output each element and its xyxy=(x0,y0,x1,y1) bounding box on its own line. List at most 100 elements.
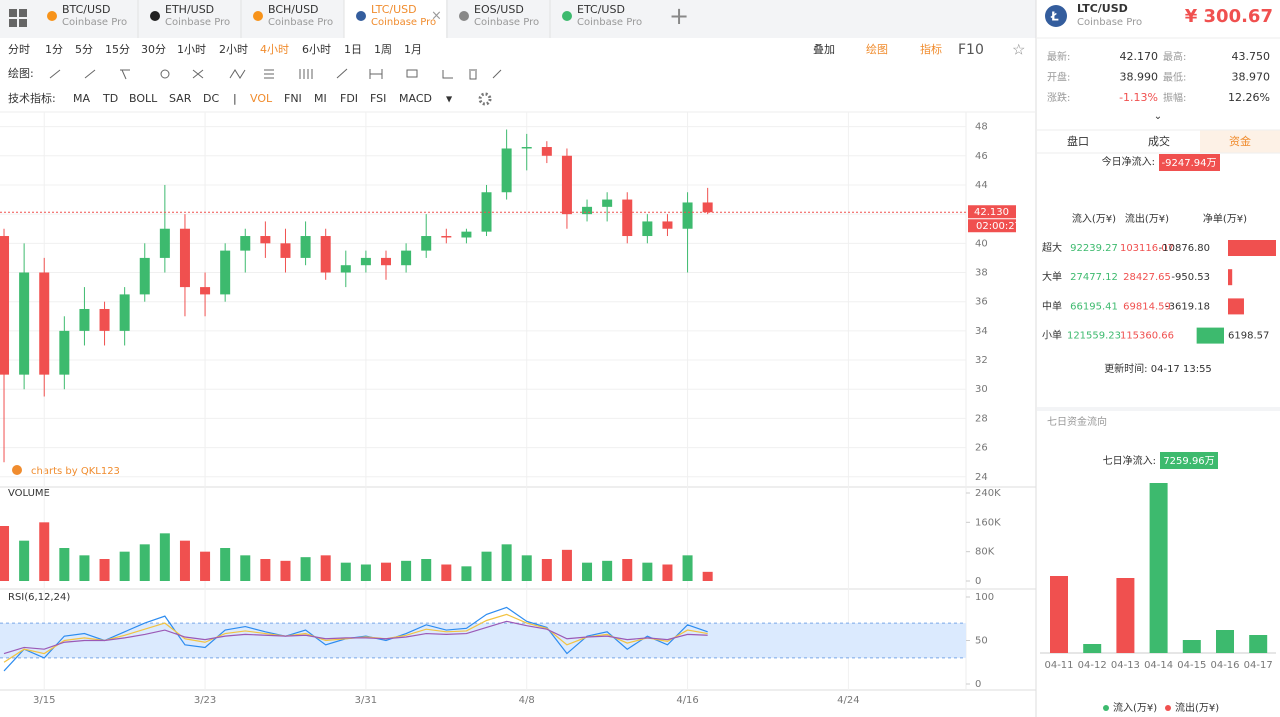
y-tick-label: 26 xyxy=(975,443,988,454)
interval[interactable]: 1月 xyxy=(404,43,422,56)
net-label: -950.53 xyxy=(1171,272,1210,283)
interval[interactable]: 2小时 xyxy=(219,43,248,56)
volume-bar xyxy=(280,560,291,581)
settings-icon[interactable] xyxy=(478,92,492,106)
interval[interactable]: 4小时 xyxy=(260,43,289,56)
add-tab[interactable]: + xyxy=(669,2,689,30)
indicator[interactable]: SAR xyxy=(169,92,192,105)
interval[interactable]: 1小时 xyxy=(177,43,206,56)
indicator-btn[interactable]: 指标 xyxy=(920,42,942,56)
candle-body xyxy=(159,228,170,258)
volume-bar xyxy=(682,555,693,581)
flow-bar xyxy=(1116,578,1135,653)
draw-tools[interactable] xyxy=(49,68,502,80)
indicator[interactable]: MI xyxy=(314,92,327,105)
interval[interactable]: 5分 xyxy=(75,43,93,56)
logo xyxy=(12,465,22,475)
volume-bar xyxy=(602,560,613,581)
candle-body xyxy=(0,236,10,375)
indicator[interactable]: MACD xyxy=(399,92,432,105)
interval[interactable]: 6小时 xyxy=(302,43,331,56)
draw-btn[interactable]: 绘图 xyxy=(866,42,888,56)
f10-btn[interactable]: F10 xyxy=(958,42,984,58)
indicator[interactable]: TD xyxy=(102,92,118,105)
stat-value: -1.13% xyxy=(1119,91,1158,104)
candle-body xyxy=(461,231,472,238)
interval[interactable]: 15分 xyxy=(105,43,130,56)
volume-bar xyxy=(159,533,170,581)
tab-exchange[interactable]: Coinbase Pro xyxy=(371,17,436,28)
row-name: 超大 xyxy=(1042,241,1062,254)
seven-label: 七日净流入: xyxy=(1103,454,1156,467)
interval[interactable]: 1周 xyxy=(374,43,392,56)
active-panel-tab[interactable] xyxy=(1200,130,1280,153)
volume-bar xyxy=(582,562,593,581)
tab-exchange[interactable]: Coinbase Pro xyxy=(577,17,642,28)
volume-bar xyxy=(702,571,713,581)
legend-label: 流出(万¥) xyxy=(1175,701,1219,714)
flow-bar xyxy=(1083,644,1102,653)
x-tick-label: 04-16 xyxy=(1210,660,1239,671)
interval[interactable]: 分时 xyxy=(8,43,30,56)
stat-label: 振幅: xyxy=(1163,91,1186,104)
close-tab[interactable]: × xyxy=(431,9,442,24)
flow-bar xyxy=(1249,635,1268,653)
tab-pair[interactable]: ETH/USD xyxy=(165,3,214,16)
volume-bar xyxy=(99,559,110,581)
panel-tab[interactable]: 资金 xyxy=(1229,134,1251,148)
tab-exchange[interactable]: Coinbase Pro xyxy=(474,17,539,28)
x-tick-label: 04-13 xyxy=(1111,660,1140,671)
tab-pair[interactable]: ETC/USD xyxy=(577,3,625,16)
indicator[interactable]: MA xyxy=(73,92,90,105)
net-bar xyxy=(1228,240,1276,256)
tab-pair[interactable]: EOS/USD xyxy=(474,3,524,16)
outflow: 115360.66 xyxy=(1120,331,1174,342)
tab-exchange[interactable]: Coinbase Pro xyxy=(165,17,230,28)
legend-dot xyxy=(1165,705,1171,711)
indicator[interactable]: FNI xyxy=(284,92,302,105)
interval[interactable]: 30分 xyxy=(141,43,166,56)
indicator[interactable]: VOL xyxy=(250,92,273,105)
tab-pair[interactable]: BTC/USD xyxy=(62,3,111,16)
coin-icon xyxy=(1045,5,1067,27)
candle-body xyxy=(179,228,190,288)
indicator[interactable]: FSI xyxy=(370,92,386,105)
tab-exchange[interactable]: Coinbase Pro xyxy=(62,17,127,28)
coin-icon xyxy=(562,11,572,21)
star-btn[interactable]: ☆ xyxy=(1012,41,1025,59)
indicator[interactable]: FDI xyxy=(340,92,358,105)
candle-body xyxy=(521,147,532,149)
indicator[interactable]: BOLL xyxy=(129,92,158,105)
candle-body xyxy=(441,236,452,238)
last-price-box xyxy=(968,205,1016,219)
volume-bar xyxy=(320,555,331,581)
candle-body xyxy=(200,287,211,295)
indicator[interactable]: DC xyxy=(203,92,219,105)
panel-tab[interactable]: 盘口 xyxy=(1067,134,1089,148)
interval[interactable]: 1日 xyxy=(344,43,362,56)
grid-icon[interactable] xyxy=(9,9,27,27)
row-name: 小单 xyxy=(1042,330,1062,342)
stat-value: 38.970 xyxy=(1232,71,1271,84)
seven-title: 七日资金流向 xyxy=(1047,415,1107,428)
expand[interactable]: ⌄ xyxy=(1154,111,1162,122)
y-tick-label: 36 xyxy=(975,297,988,308)
volume-bar xyxy=(421,559,432,581)
column-header: 流出(万¥) xyxy=(1125,212,1169,225)
candle-body xyxy=(561,155,572,215)
candle-body xyxy=(220,250,231,295)
y-tick-label: 100 xyxy=(975,592,994,603)
volume-bar xyxy=(39,522,50,581)
x-tick-label: 4/16 xyxy=(676,695,698,706)
y-tick-label: 160K xyxy=(975,517,1001,528)
tab-pair[interactable]: BCH/USD xyxy=(268,3,319,16)
more[interactable]: ▼ xyxy=(446,95,453,104)
candle-body xyxy=(19,272,30,375)
panel-tab[interactable]: 成交 xyxy=(1148,134,1170,148)
tab-exchange[interactable]: Coinbase Pro xyxy=(268,17,333,28)
interval[interactable]: 1分 xyxy=(45,43,63,56)
tab-pair[interactable]: LTC/USD xyxy=(371,3,417,16)
y-tick-label: 38 xyxy=(975,268,988,279)
separator: | xyxy=(233,92,237,105)
overlay-btn[interactable]: 叠加 xyxy=(813,43,835,56)
